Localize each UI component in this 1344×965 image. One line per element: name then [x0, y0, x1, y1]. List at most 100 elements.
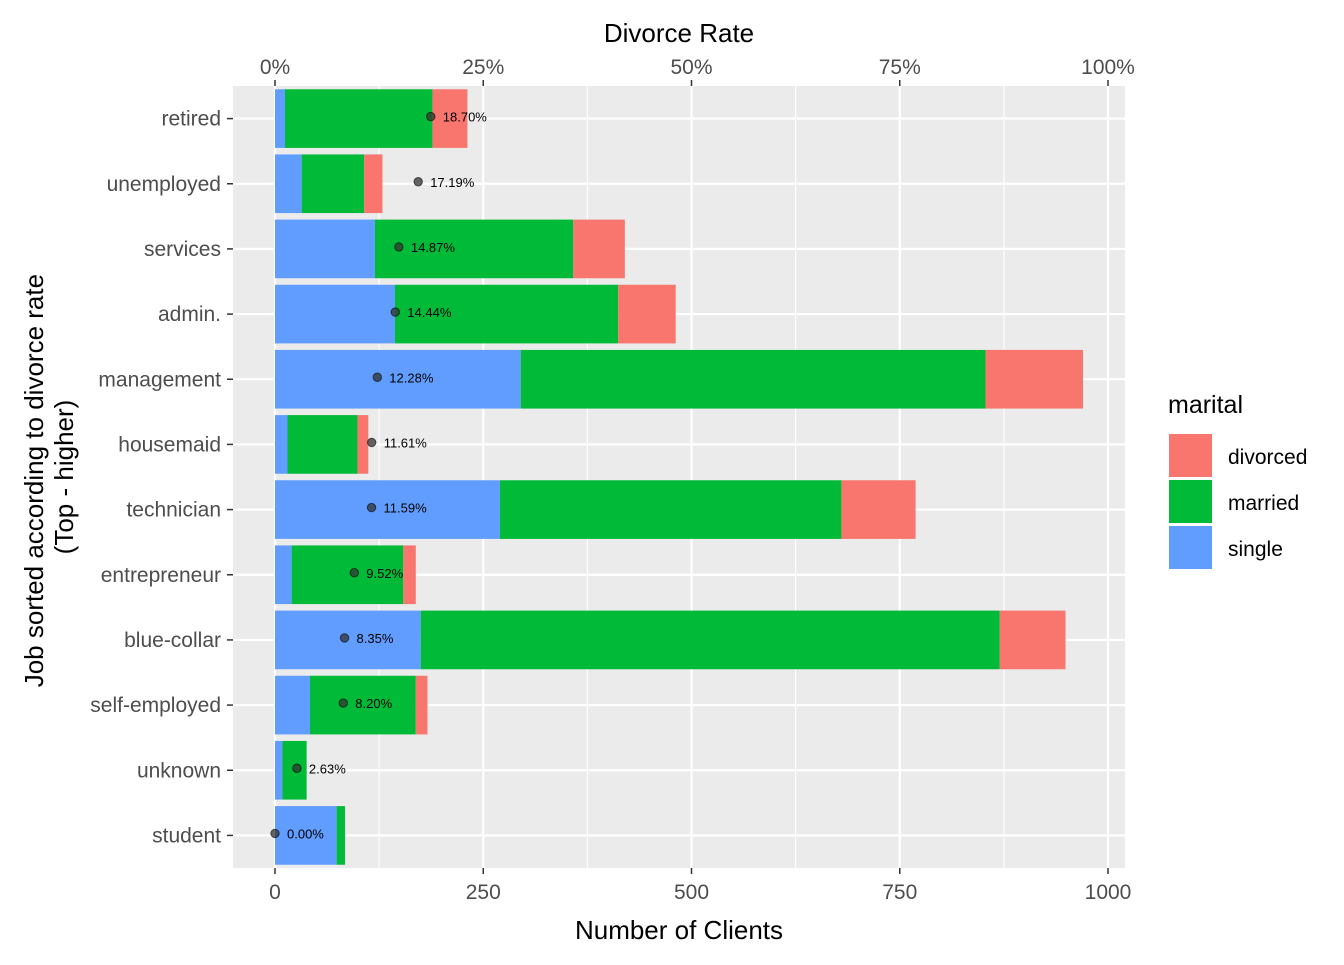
bar-divorced-technician	[841, 480, 916, 539]
y-axis-title-line-1: Job sorted according to divorce rate	[19, 274, 49, 687]
y-tick-label: self-employed	[90, 694, 221, 717]
x-tick-label: 750	[882, 881, 917, 904]
bar-single-unknown	[275, 740, 283, 800]
divorce-rate-label: 14.87%	[411, 240, 456, 255]
secondary-x-axis-title: Divorce Rate	[604, 18, 754, 48]
secondary-x-tick-label: 50%	[670, 56, 712, 79]
bar-married-housemaid	[287, 415, 358, 474]
legend-label-divorced: divorced	[1228, 446, 1307, 469]
x-tick-label: 0	[269, 881, 281, 904]
legend-key-divorced	[1169, 434, 1212, 477]
bar-single-admin	[275, 284, 395, 344]
bar-married-unemployed	[301, 154, 365, 214]
bar-married-admin	[394, 284, 619, 344]
divorce-rate-label: 2.63%	[309, 761, 346, 776]
divorce-rate-point	[394, 242, 404, 252]
y-tick-label: unemployed	[107, 173, 221, 196]
secondary-x-tick-label: 100%	[1081, 56, 1135, 79]
legend-label-single: single	[1228, 538, 1283, 561]
bar-married-entrepreneur	[291, 545, 404, 605]
y-tick-label: management	[98, 368, 221, 391]
y-tick-label: entrepreneur	[101, 564, 221, 587]
bar-divorced-housemaid	[357, 415, 369, 474]
divorce-rate-points: 18.70% 17.19% 14.87% 14.44% 12.28% 11.61% 11.5…	[270, 110, 488, 841]
divorce-rate-label: 8.35%	[357, 631, 394, 646]
bar-single-entrepreneur	[275, 545, 292, 605]
bars-layer	[275, 89, 1084, 865]
bar-divorced-admin	[618, 284, 676, 344]
legend-items: divorced married single	[1169, 434, 1307, 569]
divorce-rate-point	[349, 568, 360, 578]
bar-single-student	[275, 806, 337, 865]
bar-divorced-retired	[432, 89, 468, 148]
legend: marital divorced married single	[1168, 391, 1307, 569]
divorce-rate-label: 14.44%	[407, 305, 452, 320]
plot-panel	[233, 86, 1125, 868]
divorce-rate-point	[426, 111, 436, 122]
bar-divorced-unemployed	[364, 154, 383, 214]
divorce-rate-point	[390, 307, 400, 317]
divorce-rate-point	[270, 828, 280, 839]
divorce-rate-label: 11.61%	[384, 435, 428, 450]
divorce-rate-label: 12.28%	[389, 370, 434, 385]
tick-labels: 0 0% 250 25% 500 50% 750 75% 1000 100% retired unem…	[90, 56, 1135, 904]
bar-divorced-management	[985, 349, 1084, 409]
divorce-rate-point	[366, 502, 377, 513]
bar-married-services	[374, 219, 574, 279]
x-tick-label: 250	[466, 881, 501, 904]
x-tick-label: 500	[674, 881, 709, 904]
bar-single-self-employed	[275, 675, 310, 735]
bar-married-blue-collar	[420, 610, 1000, 670]
y-tick-label: retired	[161, 108, 221, 131]
major-gridlines	[233, 86, 1125, 868]
y-tick-label: blue-collar	[124, 629, 221, 652]
legend-label-married: married	[1228, 492, 1299, 515]
secondary-x-tick-label: 0%	[260, 56, 290, 79]
divorce-rate-label: 9.52%	[366, 566, 403, 581]
bar-single-services	[275, 219, 375, 279]
divorce-rate-point	[413, 177, 423, 187]
x-tick-label: 1000	[1085, 881, 1132, 904]
bar-divorced-self-employed	[415, 675, 428, 735]
bar-single-retired	[275, 89, 285, 148]
bar-single-housemaid	[275, 415, 288, 474]
legend-title: marital	[1168, 391, 1243, 419]
bar-married-management	[520, 349, 986, 409]
y-tick-label: technician	[126, 499, 221, 522]
bar-married-technician	[499, 480, 842, 539]
bar-married-retired	[284, 89, 433, 148]
divorce-rate-point	[339, 633, 350, 643]
legend-key-married	[1169, 480, 1212, 523]
y-axis-title: Job sorted according to divorce rate (To…	[19, 267, 79, 688]
y-axis-title-line-2: (Top - higher)	[49, 400, 79, 555]
divorce-rate-point	[338, 698, 349, 708]
bar-divorced-services	[573, 219, 625, 279]
divorce-rate-label: 17.19%	[430, 175, 475, 190]
y-tick-label: housemaid	[118, 433, 221, 456]
bar-married-self-employed	[309, 675, 416, 735]
x-axis-title: Number of Clients	[575, 915, 783, 945]
axis-ticks	[227, 80, 1109, 874]
divorce-rate-label: 18.70%	[443, 110, 488, 125]
bar-single-unemployed	[275, 154, 302, 214]
secondary-x-tick-label: 75%	[879, 56, 921, 79]
y-tick-label: student	[152, 824, 221, 847]
divorce-rate-point	[372, 372, 382, 382]
divorce-rate-label: 11.59%	[384, 501, 428, 516]
bar-single-management	[275, 349, 521, 409]
legend-key-single	[1169, 526, 1212, 569]
bar-married-student	[336, 806, 345, 865]
bar-divorced-blue-collar	[999, 610, 1066, 670]
divorce-rate-point	[292, 763, 302, 773]
y-tick-label: services	[144, 238, 221, 261]
divorce-rate-label: 0.00%	[287, 826, 324, 841]
bar-single-technician	[275, 480, 500, 539]
divorce-rate-point	[367, 437, 377, 448]
secondary-x-tick-label: 25%	[462, 56, 504, 79]
y-tick-label: admin.	[158, 303, 221, 326]
y-tick-label: unknown	[137, 759, 221, 782]
divorce-rate-label: 8.20%	[355, 696, 392, 711]
minor-gridlines	[378, 86, 1005, 868]
